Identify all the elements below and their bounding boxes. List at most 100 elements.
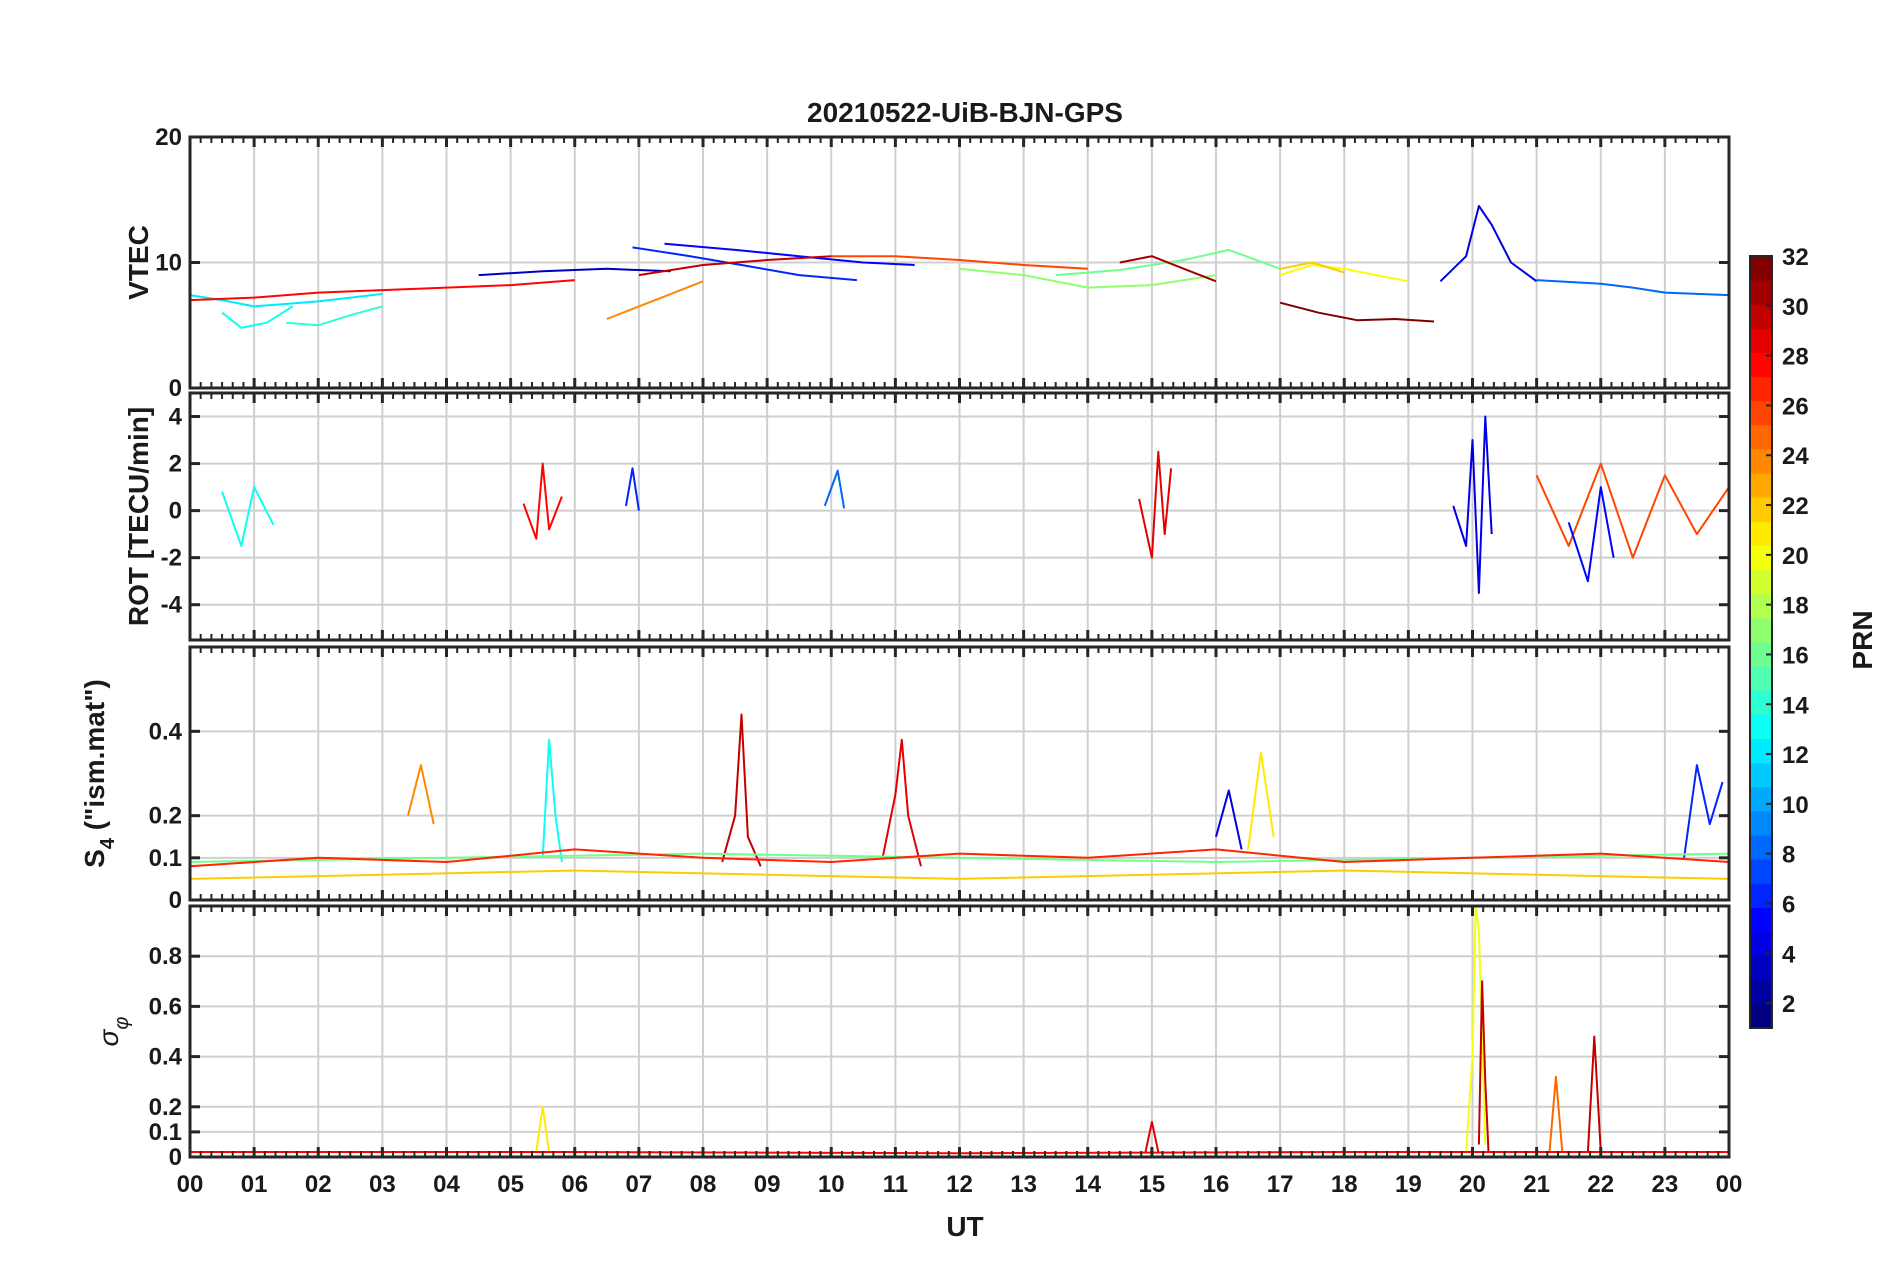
colorbar-tick-label: 18 bbox=[1782, 593, 1809, 620]
colorbar-segment bbox=[1750, 521, 1772, 546]
colorbar-segment bbox=[1750, 859, 1772, 884]
colorbar-segment bbox=[1750, 376, 1772, 402]
y-axis-label-main: S bbox=[79, 849, 110, 868]
x-ticks bbox=[188, 137, 1731, 388]
series-prn-3 bbox=[478, 267, 671, 277]
panel-vtec: 0 10 20 VTEC bbox=[123, 124, 1731, 402]
series-prn-4 bbox=[1452, 415, 1493, 594]
series-prn-30 bbox=[638, 255, 832, 277]
colorbar-frame bbox=[1749, 255, 1773, 1029]
colorbar-segment bbox=[1750, 400, 1772, 426]
colorbar-tick-label: 10 bbox=[1782, 792, 1809, 819]
colorbar-segment bbox=[1750, 617, 1772, 643]
colorbar-segment bbox=[1750, 328, 1772, 353]
x-tick-label: 04 bbox=[433, 1171, 460, 1198]
series-prn-31 bbox=[1119, 255, 1217, 283]
y-axis-label-sub: φ bbox=[111, 1017, 133, 1030]
x-tick-label: 05 bbox=[497, 1171, 524, 1198]
series-prn-14 bbox=[286, 305, 383, 327]
y-tick-label: 10 bbox=[155, 250, 182, 277]
colorbar-segment bbox=[1750, 762, 1772, 788]
colorbar-tick-label: 12 bbox=[1782, 742, 1809, 769]
colorbar-tick-label: 6 bbox=[1782, 891, 1795, 918]
colorbar-segment bbox=[1750, 569, 1772, 595]
x-tick-label: 14 bbox=[1074, 1171, 1101, 1198]
colorbar-segment bbox=[1750, 883, 1772, 908]
grid bbox=[190, 393, 1729, 640]
colorbar-tick-label: 24 bbox=[1782, 443, 1809, 470]
colorbar-tick-label: 28 bbox=[1782, 344, 1809, 371]
colorbar-segment bbox=[1750, 280, 1772, 305]
x-tick-label: 12 bbox=[946, 1171, 973, 1198]
colorbar-segment bbox=[1750, 642, 1772, 667]
series-prn-28 bbox=[189, 279, 575, 302]
y-axis-label: VTEC bbox=[123, 225, 154, 300]
series-group bbox=[189, 205, 1730, 329]
colorbar-segment bbox=[1750, 593, 1772, 619]
x-tick-label: 06 bbox=[561, 1171, 588, 1198]
y-tick-label: 0.4 bbox=[149, 1044, 183, 1071]
colorbar-segment bbox=[1750, 931, 1772, 957]
series-prn-20 bbox=[1465, 905, 1487, 1153]
y-tick-label: 2 bbox=[169, 451, 182, 478]
colorbar-segment bbox=[1750, 810, 1772, 836]
y-tick-label: 0.2 bbox=[149, 1094, 182, 1121]
y-tick-label: -4 bbox=[161, 592, 183, 619]
x-ticks bbox=[188, 393, 1731, 640]
y-tick-label: 0 bbox=[169, 498, 182, 525]
y-tick-label: 0.6 bbox=[149, 993, 182, 1020]
y-tick-label: 0.4 bbox=[149, 718, 183, 745]
series-prn-6 bbox=[1683, 764, 1724, 858]
y-axis-label: S4 ("ism.mat") bbox=[79, 679, 119, 868]
x-ticks bbox=[188, 647, 1731, 900]
colorbar-segment bbox=[1750, 424, 1772, 450]
colorbar-segment bbox=[1750, 979, 1772, 1005]
colorbar-label: PRN bbox=[1847, 610, 1878, 669]
x-tick-label: 20 bbox=[1459, 1171, 1486, 1198]
x-tick-labels: 00 01 02 03 04 05 06 07 08 09 10 11 12 13 14 15 16 17 18 19… bbox=[177, 1171, 1743, 1198]
colorbar-tick-label: 8 bbox=[1782, 842, 1795, 869]
series-prn-26 bbox=[831, 255, 1088, 270]
x-axis-label: UT bbox=[946, 1211, 983, 1242]
y-axis-label-sub: 4 bbox=[97, 837, 119, 849]
series-prn-5 bbox=[664, 242, 915, 266]
series-prn-30 bbox=[1477, 980, 1490, 1153]
x-tick-label: 15 bbox=[1139, 1171, 1166, 1198]
y-tick-label: 0.8 bbox=[149, 943, 182, 970]
colorbar-segment bbox=[1750, 256, 1772, 281]
series-prn-5 bbox=[1567, 486, 1615, 583]
series-prn-24 bbox=[407, 764, 435, 825]
x-tick-label: 16 bbox=[1203, 1171, 1230, 1198]
series-prn-20 bbox=[1279, 264, 1409, 283]
y-axis-label-rest: ("ism.mat") bbox=[79, 679, 110, 838]
x-tick-label: 00 bbox=[177, 1171, 204, 1198]
x-tick-label: 21 bbox=[1523, 1171, 1550, 1198]
series-prn-21 bbox=[535, 1105, 551, 1153]
y-tick-label: 0 bbox=[169, 1144, 182, 1171]
x-tick-label: 11 bbox=[883, 1171, 908, 1198]
y-tick-label: 0 bbox=[169, 887, 182, 914]
panel-rot: -4 -2 0 2 4 ROT [TECU/min] bbox=[123, 391, 1731, 642]
colorbar-segment bbox=[1750, 473, 1772, 498]
y-tick-label: 4 bbox=[169, 404, 183, 431]
series-prn-22 bbox=[189, 869, 1730, 880]
x-tick-label: 17 bbox=[1267, 1171, 1294, 1198]
x-tick-label: 19 bbox=[1395, 1171, 1422, 1198]
series-prn-13 bbox=[541, 738, 563, 863]
series-prn-8 bbox=[1536, 279, 1730, 297]
colorbar-tick-label: 2 bbox=[1782, 991, 1795, 1018]
colorbar-segment bbox=[1750, 955, 1772, 981]
series-prn-17 bbox=[959, 267, 1217, 289]
series-prn-26 bbox=[1535, 462, 1730, 559]
series-prn-29 bbox=[1144, 1120, 1160, 1153]
series-prn-29 bbox=[881, 738, 922, 867]
series-prn-21 bbox=[1247, 751, 1275, 850]
colorbar-tick-label: 30 bbox=[1782, 294, 1809, 321]
series-prn-29 bbox=[1138, 450, 1173, 559]
series-prn-25 bbox=[1548, 1075, 1564, 1153]
series-prn-32 bbox=[1279, 301, 1435, 323]
y-tick-label: -2 bbox=[161, 545, 182, 572]
x-tick-label: 01 bbox=[241, 1171, 268, 1198]
colorbar-segment bbox=[1750, 304, 1772, 329]
